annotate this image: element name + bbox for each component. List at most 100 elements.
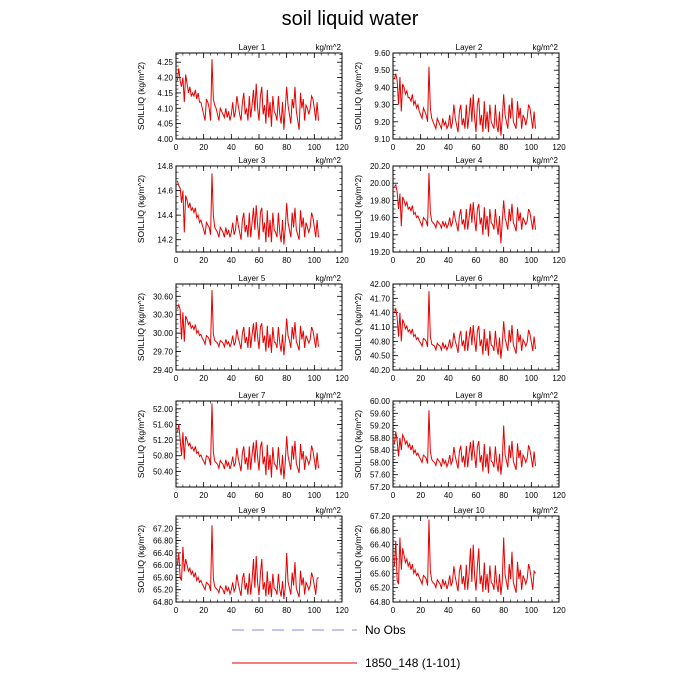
y-tick-label: 60.00 bbox=[370, 397, 391, 406]
panel-layer-9: 0 20 40 60 80 100 120 64.80 65.20 65.60 66.00 66.40… bbox=[136, 506, 349, 615]
x-tick-label: 40 bbox=[227, 606, 236, 615]
x-tick-label: 120 bbox=[552, 374, 566, 383]
x-tick-label: 100 bbox=[525, 256, 539, 265]
panel-title: Layer 7 bbox=[239, 391, 266, 400]
y-tick-label: 66.80 bbox=[153, 537, 174, 546]
y-tick-label: 19.60 bbox=[370, 214, 391, 223]
x-tick-label: 80 bbox=[499, 606, 508, 615]
x-tick-label: 80 bbox=[499, 143, 508, 152]
y-axis-label: SOILLIQ (kg/m^2) bbox=[136, 293, 146, 361]
panel-units: kg/m^2 bbox=[532, 391, 558, 400]
plot-frame bbox=[175, 283, 343, 371]
y-tick-label: 9.10 bbox=[374, 135, 390, 144]
x-tick-label: 40 bbox=[444, 606, 453, 615]
x-tick-label: 100 bbox=[308, 606, 322, 615]
y-axis-label: SOILLIQ (kg/m^2) bbox=[136, 175, 146, 243]
panel-units: kg/m^2 bbox=[315, 506, 341, 515]
panel-title: Layer 6 bbox=[456, 274, 483, 283]
panel-units: kg/m^2 bbox=[532, 506, 558, 515]
y-tick-label: 20.00 bbox=[370, 179, 391, 188]
y-axis-label: SOILLIQ (kg/m^2) bbox=[353, 525, 363, 593]
x-tick-label: 20 bbox=[416, 374, 425, 383]
panel-title: Layer 3 bbox=[239, 156, 266, 165]
y-tick-label: 40.50 bbox=[370, 352, 391, 361]
y-tick-label: 58.00 bbox=[370, 458, 391, 467]
x-tick-label: 0 bbox=[174, 374, 179, 383]
y-tick-label: 50.40 bbox=[153, 467, 174, 476]
x-tick-label: 0 bbox=[391, 256, 396, 265]
figure-title: soil liquid water bbox=[281, 8, 419, 30]
y-tick-label: 64.80 bbox=[370, 598, 391, 607]
x-tick-label: 120 bbox=[552, 606, 566, 615]
panel-title: Layer 2 bbox=[456, 43, 483, 52]
series-line-1850_148 bbox=[393, 66, 536, 136]
x-tick-label: 60 bbox=[255, 491, 264, 500]
panel-title: Layer 9 bbox=[239, 506, 266, 515]
y-tick-label: 65.20 bbox=[370, 584, 391, 593]
x-tick-label: 120 bbox=[552, 143, 566, 152]
x-tick-label: 0 bbox=[391, 143, 396, 152]
panel-layer-10: 0 20 40 60 80 100 120 64.80 65.20 65.60 66.00 66.40… bbox=[353, 506, 566, 615]
legend-label-no-obs: No Obs bbox=[365, 623, 406, 637]
x-tick-label: 40 bbox=[444, 491, 453, 500]
series-line-1850_148 bbox=[393, 410, 536, 475]
x-tick-label: 80 bbox=[282, 491, 291, 500]
y-tick-label: 4.05 bbox=[157, 120, 173, 129]
x-tick-label: 120 bbox=[552, 256, 566, 265]
y-tick-label: 14.2 bbox=[157, 236, 173, 245]
x-tick-label: 100 bbox=[308, 143, 322, 152]
y-tick-label: 66.40 bbox=[370, 541, 391, 550]
y-axis-label: SOILLIQ (kg/m^2) bbox=[353, 410, 363, 478]
x-tick-label: 0 bbox=[174, 143, 179, 152]
x-tick-label: 120 bbox=[335, 256, 349, 265]
y-tick-label: 30.30 bbox=[153, 311, 174, 320]
panel-layer-8: 0 20 40 60 80 100 120 57.20 57.60 58.00 58.40 58.80… bbox=[353, 391, 566, 500]
x-tick-label: 20 bbox=[199, 374, 208, 383]
y-tick-label: 65.20 bbox=[153, 586, 174, 595]
x-tick-label: 20 bbox=[416, 143, 425, 152]
x-tick-label: 60 bbox=[255, 256, 264, 265]
plot-frame bbox=[392, 400, 560, 488]
y-tick-label: 9.30 bbox=[374, 101, 390, 110]
y-tick-label: 50.80 bbox=[153, 452, 174, 461]
panel-units: kg/m^2 bbox=[532, 274, 558, 283]
y-tick-label: 64.80 bbox=[153, 598, 174, 607]
x-tick-label: 0 bbox=[391, 491, 396, 500]
x-tick-label: 40 bbox=[227, 374, 236, 383]
y-tick-label: 14.4 bbox=[157, 211, 173, 220]
series-line-1850_148 bbox=[176, 173, 319, 245]
x-tick-label: 0 bbox=[174, 256, 179, 265]
x-tick-label: 0 bbox=[174, 606, 179, 615]
y-tick-label: 30.00 bbox=[153, 329, 174, 338]
y-tick-label: 9.50 bbox=[374, 66, 390, 75]
x-tick-label: 40 bbox=[444, 256, 453, 265]
x-tick-label: 60 bbox=[472, 606, 481, 615]
plot-frame bbox=[175, 52, 343, 140]
y-tick-label: 65.60 bbox=[153, 573, 174, 582]
x-tick-label: 80 bbox=[499, 256, 508, 265]
panel-units: kg/m^2 bbox=[532, 156, 558, 165]
x-tick-label: 100 bbox=[525, 606, 539, 615]
y-tick-label: 9.40 bbox=[374, 83, 390, 92]
y-tick-label: 40.20 bbox=[370, 366, 391, 375]
y-tick-label: 67.20 bbox=[370, 512, 391, 521]
y-tick-label: 67.20 bbox=[153, 524, 174, 533]
x-tick-label: 20 bbox=[199, 143, 208, 152]
y-tick-label: 4.25 bbox=[157, 58, 173, 67]
x-tick-label: 0 bbox=[391, 606, 396, 615]
plot-frame bbox=[392, 283, 560, 371]
legend: No Obs 1850_148 (1-101) bbox=[232, 623, 460, 670]
x-tick-label: 120 bbox=[335, 606, 349, 615]
y-tick-label: 57.60 bbox=[370, 471, 391, 480]
x-tick-label: 20 bbox=[199, 606, 208, 615]
x-tick-label: 100 bbox=[525, 143, 539, 152]
x-tick-label: 40 bbox=[444, 374, 453, 383]
y-tick-label: 19.80 bbox=[370, 196, 391, 205]
x-tick-label: 20 bbox=[199, 256, 208, 265]
y-tick-label: 66.00 bbox=[370, 555, 391, 564]
x-tick-label: 60 bbox=[472, 374, 481, 383]
x-tick-label: 20 bbox=[416, 256, 425, 265]
panel-layer-2: 0 20 40 60 80 100 120 9.10 9.20 9.30 9.40 9.50 9.60 L… bbox=[353, 43, 566, 152]
